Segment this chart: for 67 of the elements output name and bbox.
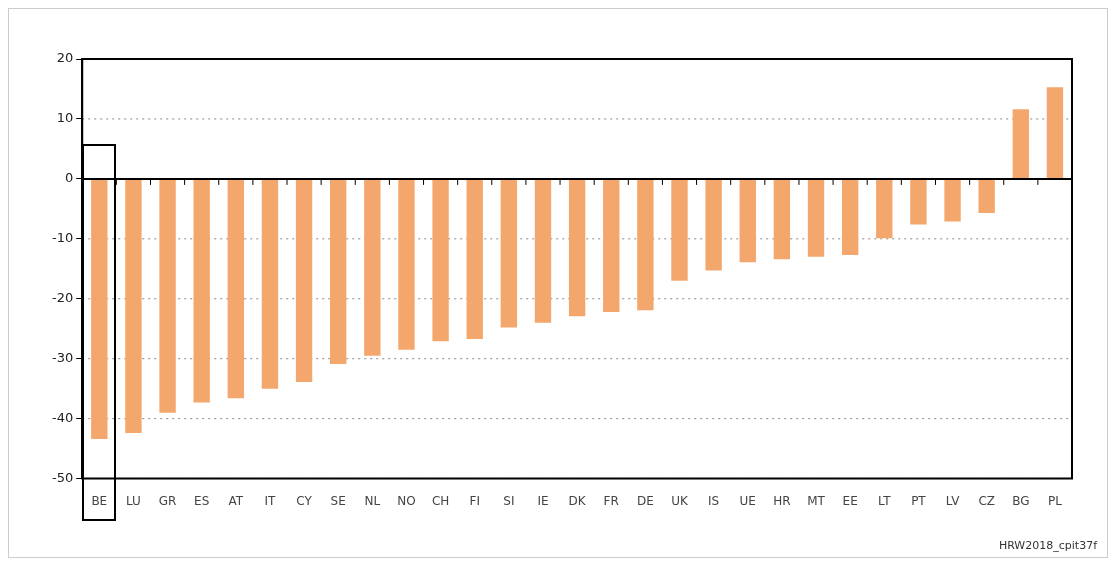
bar	[841, 179, 859, 256]
x-tick-label: IE	[537, 493, 549, 508]
x-tick-label: CY	[296, 493, 313, 508]
x-tick-label: NL	[364, 493, 381, 508]
x-tick-label: PT	[911, 493, 927, 508]
bar	[568, 179, 586, 317]
y-tick-label: -50	[52, 469, 74, 485]
bar	[637, 179, 654, 311]
bar	[364, 179, 381, 356]
x-tick-label: PL	[1047, 493, 1063, 508]
y-tick-label: 10	[56, 110, 74, 126]
bar	[705, 179, 722, 271]
bar	[500, 179, 518, 328]
x-tick-label: HR	[773, 493, 791, 508]
y-tick-label: -10	[52, 230, 74, 246]
x-tick-label: NO	[397, 493, 416, 508]
bar	[773, 179, 791, 260]
x-tick-label: DE	[636, 493, 654, 508]
x-tick-label: SI	[503, 493, 515, 508]
x-tick-label: CH	[431, 493, 450, 508]
bar	[466, 179, 483, 339]
x-tick-label: LT	[878, 493, 892, 508]
bar	[91, 179, 108, 440]
x-tick-label: BE	[91, 493, 108, 508]
bar	[295, 179, 313, 383]
x-tick-label: MT	[807, 493, 826, 508]
x-tick-label: UK	[671, 493, 689, 508]
bar	[534, 179, 552, 323]
x-tick-label: EE	[842, 493, 858, 508]
y-tick-label: -40	[52, 410, 74, 426]
x-tick-label: ES	[194, 493, 210, 508]
bar	[876, 179, 893, 239]
x-tick-label: AT	[228, 493, 244, 508]
bar	[330, 179, 347, 365]
x-tick-label: DK	[568, 493, 587, 508]
x-tick-label: FR	[603, 493, 619, 508]
bar	[398, 179, 415, 350]
y-tick-label: 20	[56, 50, 74, 66]
x-tick-label: BG	[1012, 493, 1030, 508]
bar	[1046, 87, 1064, 179]
x-tick-label: IT	[264, 493, 277, 508]
bar	[807, 179, 825, 257]
x-tick-label: UE	[739, 493, 756, 508]
text: HRW2018_cpit37f	[998, 539, 1099, 552]
bar	[739, 179, 756, 263]
bar	[1012, 109, 1029, 179]
bar	[671, 179, 688, 281]
bar	[261, 179, 279, 389]
x-tick-label: LV	[945, 493, 961, 508]
x-tick-label: SE	[330, 493, 346, 508]
x-tick-label: IS	[708, 493, 720, 508]
bar	[227, 179, 245, 399]
bar	[944, 179, 961, 222]
bar	[125, 179, 142, 434]
bar	[193, 179, 210, 403]
y-tick-label: -20	[52, 290, 74, 306]
y-tick-label: 0	[64, 170, 74, 186]
bar	[978, 179, 995, 214]
x-tick-label: LU	[125, 493, 141, 508]
x-tick-label: GR	[158, 493, 177, 508]
y-tick-label: -30	[52, 350, 74, 366]
bar	[159, 179, 176, 413]
bar	[603, 179, 620, 312]
x-tick-label: FI	[469, 493, 480, 508]
bar	[910, 179, 927, 225]
x-tick-label: CZ	[978, 493, 995, 508]
bar	[432, 179, 449, 342]
